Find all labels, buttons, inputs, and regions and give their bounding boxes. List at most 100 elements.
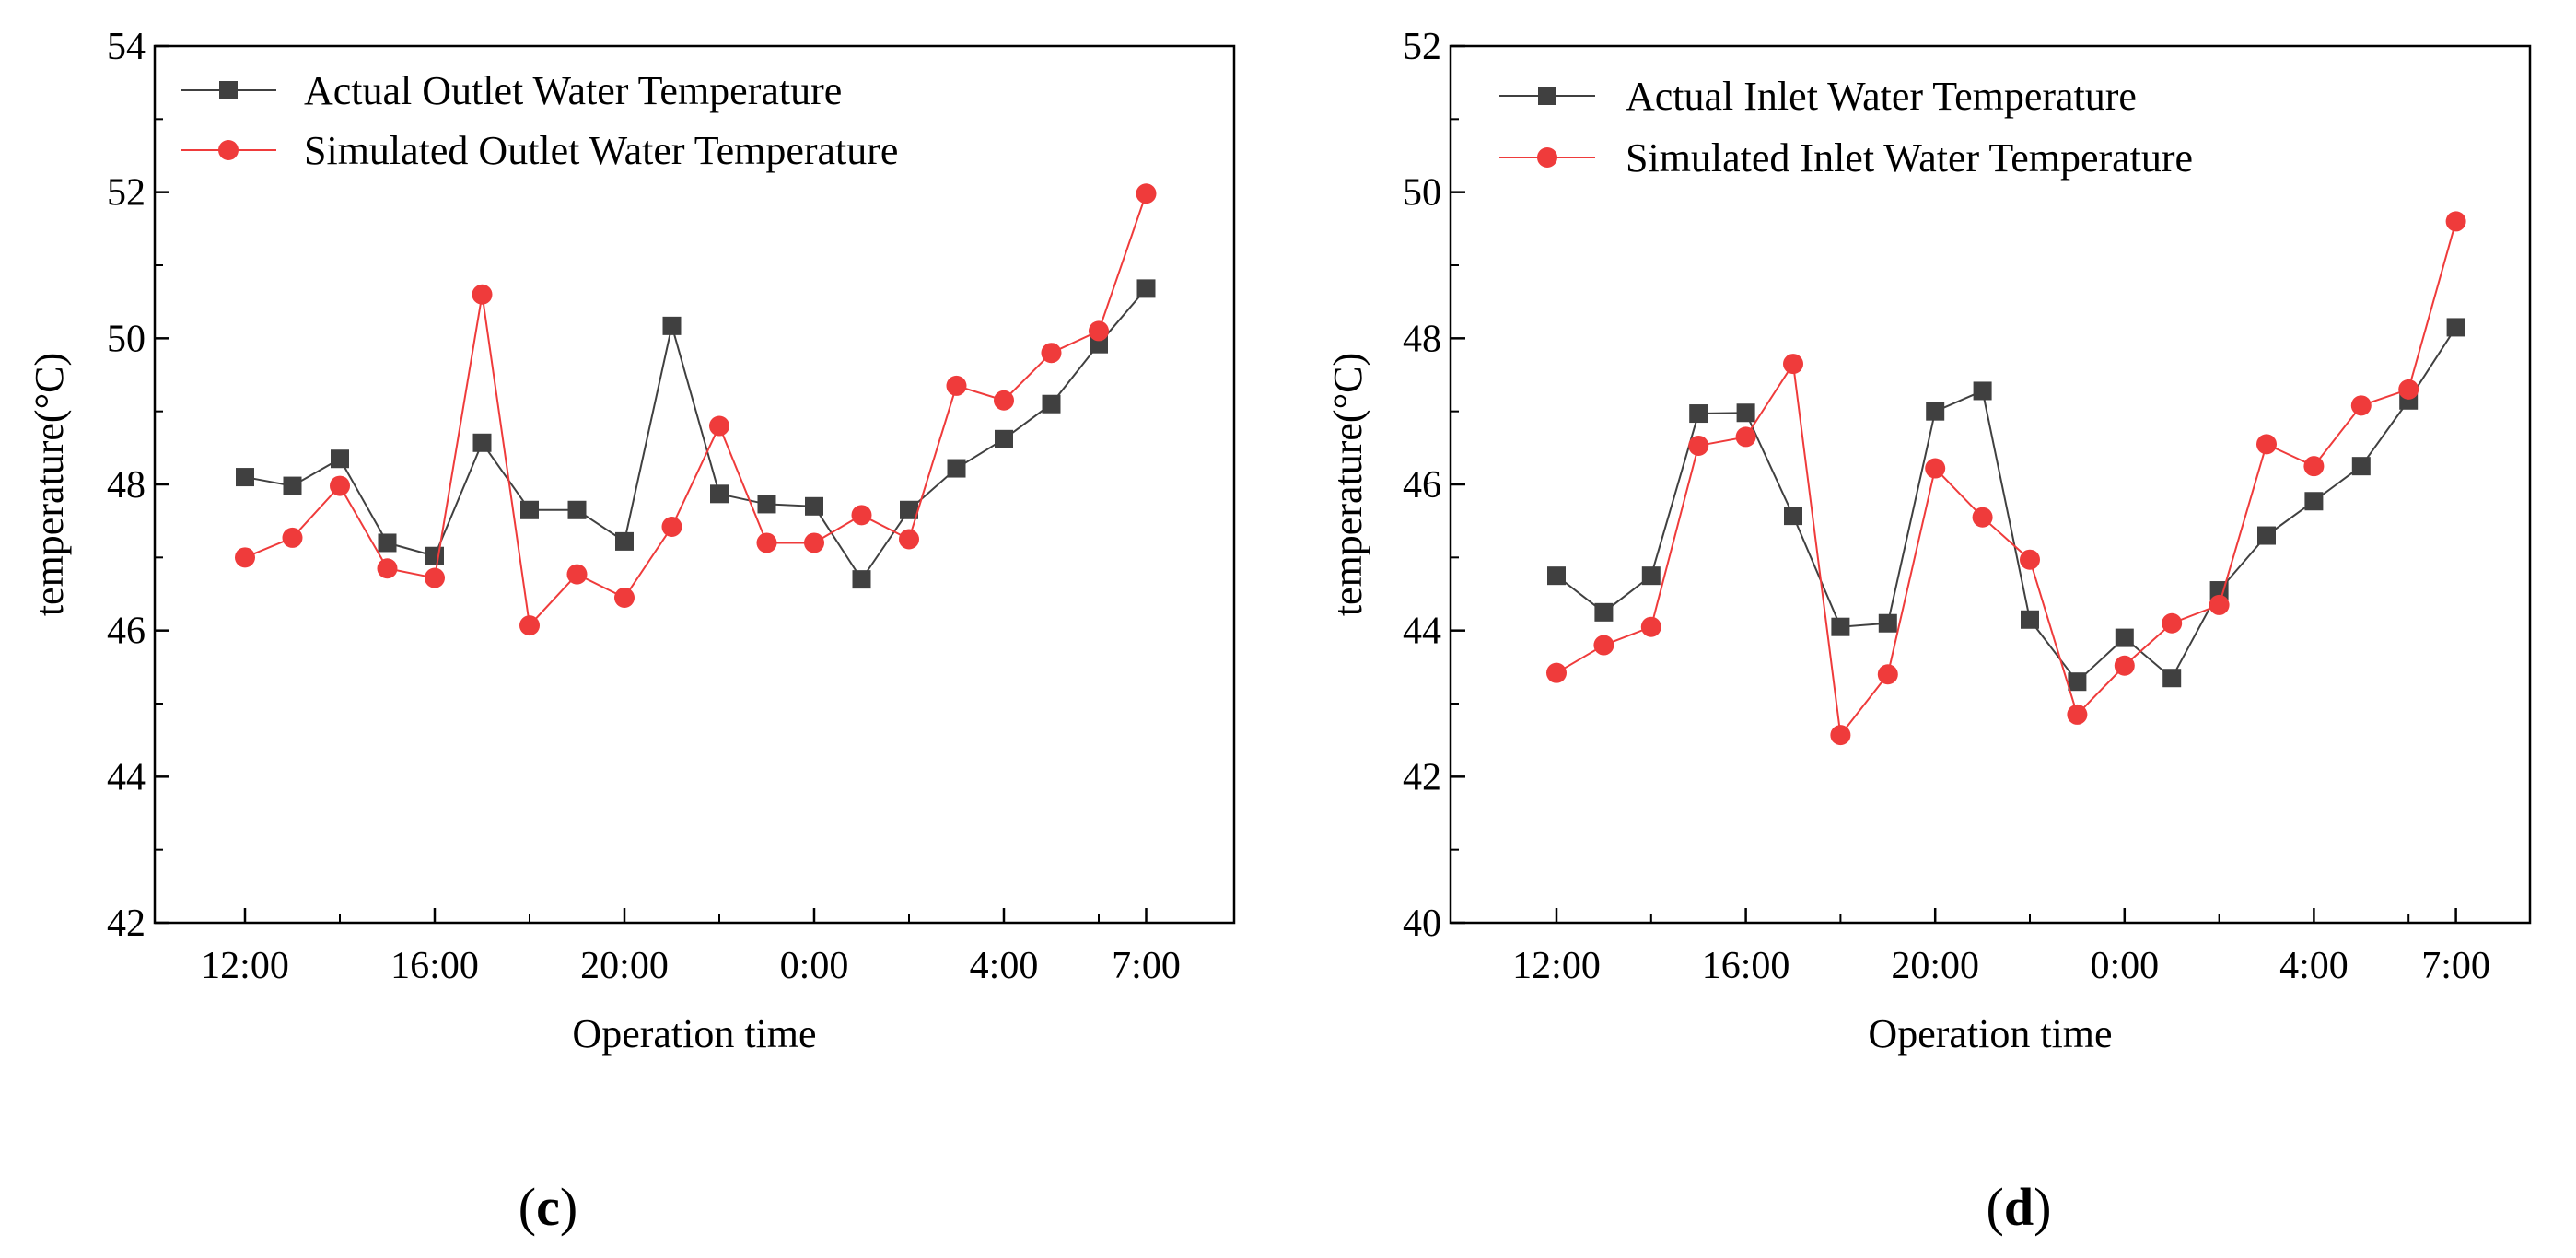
data-point-square xyxy=(757,495,776,514)
data-point-square xyxy=(378,533,397,553)
data-point-square xyxy=(2162,669,2182,688)
y-tick-label: 48 xyxy=(107,464,146,507)
legend-marker-circle xyxy=(218,140,239,160)
data-point-circle xyxy=(235,547,255,568)
data-point-circle xyxy=(519,615,540,636)
panel-label-letter: c xyxy=(536,1177,560,1237)
legend: Actual Outlet Water Temperature Simulated… xyxy=(181,68,898,173)
data-point-square xyxy=(1136,279,1156,298)
data-point-circle xyxy=(1925,458,1946,479)
data-point-circle xyxy=(1593,635,1614,656)
y-tick-label: 48 xyxy=(1403,318,1441,360)
y-tick-label: 52 xyxy=(1403,26,1441,68)
data-point-square xyxy=(1641,566,1661,586)
legend-marker-circle xyxy=(1537,147,1557,168)
y-axis-title: temperature(°C) xyxy=(27,353,72,616)
data-point-square xyxy=(2304,492,2324,511)
y-tick-label: 44 xyxy=(107,756,146,798)
data-point-square xyxy=(567,500,587,519)
x-tick-label: 7:00 xyxy=(1112,945,1181,987)
legend-label: Actual Outlet Water Temperature xyxy=(304,68,842,113)
data-point-square xyxy=(2021,610,2039,629)
x-tick-label: 20:00 xyxy=(580,945,669,987)
data-point-square xyxy=(472,433,492,452)
data-point-circle xyxy=(709,415,729,437)
x-tick-label: 0:00 xyxy=(2090,945,2159,987)
legend-marker-square xyxy=(219,81,238,99)
data-point-circle xyxy=(330,475,350,496)
data-point-square xyxy=(2209,581,2229,600)
x-tick-label: 7:00 xyxy=(2421,945,2490,987)
data-point-circle xyxy=(2067,704,2088,725)
data-point-square xyxy=(2257,526,2276,545)
data-point-circle xyxy=(2114,655,2135,676)
data-point-square xyxy=(710,484,729,504)
panel-label-open: ( xyxy=(519,1177,536,1237)
data-point-circle xyxy=(2162,612,2183,634)
data-point-circle xyxy=(1877,664,1898,685)
data-point-square xyxy=(2068,672,2087,692)
data-point-square xyxy=(995,429,1013,448)
data-point-circle xyxy=(2020,549,2040,570)
data-point-circle xyxy=(994,390,1014,411)
data-point-circle xyxy=(614,587,635,608)
data-point-circle xyxy=(661,517,682,538)
plot-frame xyxy=(153,44,1236,925)
data-point-square xyxy=(1042,394,1061,414)
data-point-square xyxy=(2115,628,2134,647)
data-point-circle xyxy=(2398,379,2419,400)
panel-label-open: ( xyxy=(1987,1177,2004,1237)
legend-label: Simulated Outlet Water Temperature xyxy=(304,128,898,173)
y-tick-label: 50 xyxy=(1403,172,1441,215)
data-point-circle xyxy=(2445,211,2466,232)
data-point-circle xyxy=(851,505,872,526)
y-tick-label: 52 xyxy=(107,172,146,215)
data-point-circle xyxy=(756,532,777,553)
data-point-square xyxy=(283,476,302,495)
data-point-circle xyxy=(377,558,398,579)
data-point-circle xyxy=(1688,435,1709,456)
y-tick-label: 42 xyxy=(107,903,146,945)
data-point-square xyxy=(1736,403,1755,423)
legend-label: Actual Inlet Water Temperature xyxy=(1626,74,2137,119)
y-axis-title: temperature(°C) xyxy=(1325,353,1370,616)
data-point-square xyxy=(1878,613,1897,633)
data-point-square xyxy=(2446,318,2465,337)
y-tick-label: 44 xyxy=(1403,611,1441,653)
panel-label-letter: d xyxy=(2004,1177,2034,1237)
data-point-square xyxy=(900,500,918,519)
x-tick-label: 4:00 xyxy=(970,945,1039,987)
data-point-square xyxy=(520,500,539,519)
x-tick-label: 12:00 xyxy=(1512,945,1601,987)
x-tick-label: 0:00 xyxy=(780,945,849,987)
data-point-square xyxy=(805,496,823,516)
data-point-square xyxy=(1547,566,1566,586)
y-tick-label: 42 xyxy=(1403,756,1441,798)
data-point-square xyxy=(1973,381,1992,401)
y-tick-label: 46 xyxy=(107,611,146,653)
data-point-circle xyxy=(282,527,303,548)
x-axis-title: Operation time xyxy=(572,1011,816,1056)
data-point-square xyxy=(1926,402,1945,421)
data-point-circle xyxy=(1041,343,1062,364)
panel-label: (c) xyxy=(519,1177,577,1237)
data-point-circle xyxy=(1972,507,1993,528)
data-point-square xyxy=(236,468,254,487)
chart-panel-1: 40 42 44 46 48 50 52 12:00 16:00 20:00 0:00 4:00 7:0… xyxy=(1325,26,2532,1237)
x-tick-label: 16:00 xyxy=(390,945,479,987)
data-point-square xyxy=(2351,457,2371,476)
data-point-circle xyxy=(1089,320,1109,342)
series-line-1 xyxy=(1556,221,2457,738)
data-point-square xyxy=(1689,404,1708,424)
data-point-circle xyxy=(1640,616,1661,637)
data-point-circle xyxy=(899,529,919,550)
data-point-circle xyxy=(946,375,967,396)
data-point-square xyxy=(947,459,966,478)
chart-panel-0: 42 44 46 48 50 52 54 12:00 16:00 20:00 0:00 4:00 7:0… xyxy=(27,26,1236,1237)
data-point-square xyxy=(615,531,634,551)
data-point-circle xyxy=(1830,725,1851,746)
data-point-square xyxy=(1784,507,1802,526)
data-point-circle xyxy=(1783,354,1803,375)
x-tick-label: 4:00 xyxy=(2279,945,2349,987)
